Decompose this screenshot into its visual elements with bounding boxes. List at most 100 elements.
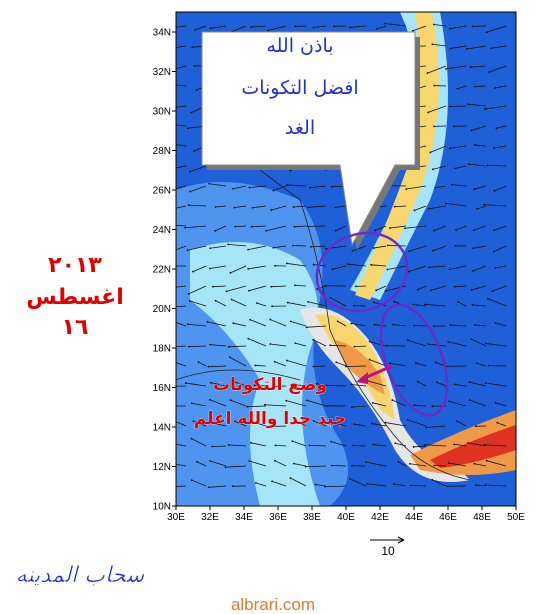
wind-arrow-head [292,244,294,247]
wind-arrow-head [306,399,308,402]
bubble-text: باذن الله [266,35,333,57]
wind-arrow-head [209,381,212,384]
wind-arrow [189,300,207,307]
wind-arrow [448,462,467,467]
wind-arrow-head [250,420,253,423]
wind-arrow-head [168,486,170,488]
wind-arrow-head [483,203,486,206]
wind-arrow-head [453,125,455,128]
wind-arrow [255,482,267,487]
wind-arrow [376,285,387,291]
wind-arrow [176,305,187,308]
wind-arrow-head [334,229,337,232]
wind-arrow-head [445,202,447,205]
wind-arrow [309,444,327,447]
wind-arrow [249,319,267,327]
wind-arrow [428,105,447,113]
wind-arrow-head [370,263,373,266]
wind-arrow [249,460,267,467]
wind-arrow-head [195,89,198,92]
wind-arrow-head [490,47,493,50]
wind-arrow-head [392,483,395,485]
wind-arrow-head [425,426,428,429]
wind-arrow-head [170,124,172,126]
wind-arrow [451,184,467,187]
wind-arrow-head [449,324,452,326]
wind-arrow [324,384,347,387]
wind-arrow-head [270,285,273,288]
lon-tick-label: 42E [371,512,389,523]
wind-arrow-head [333,25,336,28]
lat-tick-label: 34N [153,28,171,39]
wind-arrow [215,205,227,208]
wind-arrow-head [470,338,473,340]
wind-arrow [215,300,227,307]
wind-arrow-head [227,443,230,446]
lon-tick-label: 48E [473,512,491,523]
wind-arrow-head [225,290,228,293]
wind-arrow [214,423,227,427]
wind-arrow-head [472,270,474,272]
wind-arrow-head [326,404,328,407]
wind-arrow [436,381,447,387]
wind-arrow-head [471,303,474,306]
wind-arrow-head [212,285,214,288]
wind-arrow [292,440,307,447]
wind-arrow [176,45,187,48]
wind-arrow [176,245,187,251]
wind-arrow [234,205,247,209]
wind-arrow [293,463,307,467]
wind-arrow-head [496,421,499,424]
wind-arrow-head [433,464,436,467]
wind-arrow [426,425,447,428]
pointer-arrow-head [356,372,368,384]
wind-arrow-head [253,384,256,387]
wind-arrow-head [190,402,193,405]
wind-arrow [431,479,447,487]
wind-arrow [306,399,327,407]
wind-arrow [432,245,447,252]
wind-arrow-head [325,247,328,250]
wind-arrow [233,381,247,387]
wind-arrow-head [330,464,333,467]
wind-arrow [456,420,467,427]
wind-arrow [387,245,407,247]
wind-arrow-head [232,322,235,325]
wind-arrow-head [385,344,388,347]
wind-arrow-head [456,87,459,90]
wind-arrow-head [372,301,375,304]
wind-arrow [487,164,507,167]
wind-arrow-head [188,345,190,348]
wind-arrow-head [406,418,409,421]
wind-arrow [271,285,287,288]
wind-arrow [176,25,187,28]
wind-arrow [474,463,487,467]
wind-arrow-head [189,190,191,193]
wind-arrow-head [347,263,349,266]
wind-arrow [425,303,447,307]
wind-arrow [176,185,187,189]
wind-arrow-head [397,461,400,463]
wind-arrow [207,321,227,327]
wind-arrow-head [227,345,230,348]
wind-arrow-head [190,437,193,440]
wind-arrow [176,205,187,209]
wind-arrow [247,405,267,408]
wind-arrow [489,65,507,73]
wind-arrow [471,338,487,347]
wind-arrow-head [229,399,232,402]
wind-arrow-head [193,150,195,153]
wind-arrow [430,285,447,291]
wind-arrow [466,45,487,50]
wind-arrow-head [494,401,497,404]
wind-arrow [270,343,287,347]
wind-arrow-head [333,421,335,424]
wind-arrow [225,465,247,468]
wind-arrow-head [394,442,397,445]
lon-tick-label: 34E [235,512,253,523]
wind-arrow [198,361,207,367]
wind-arrow [433,225,447,231]
wind-arrow-head [447,462,450,464]
wind-arrow-head [312,420,315,422]
wind-arrow-head [286,184,289,186]
